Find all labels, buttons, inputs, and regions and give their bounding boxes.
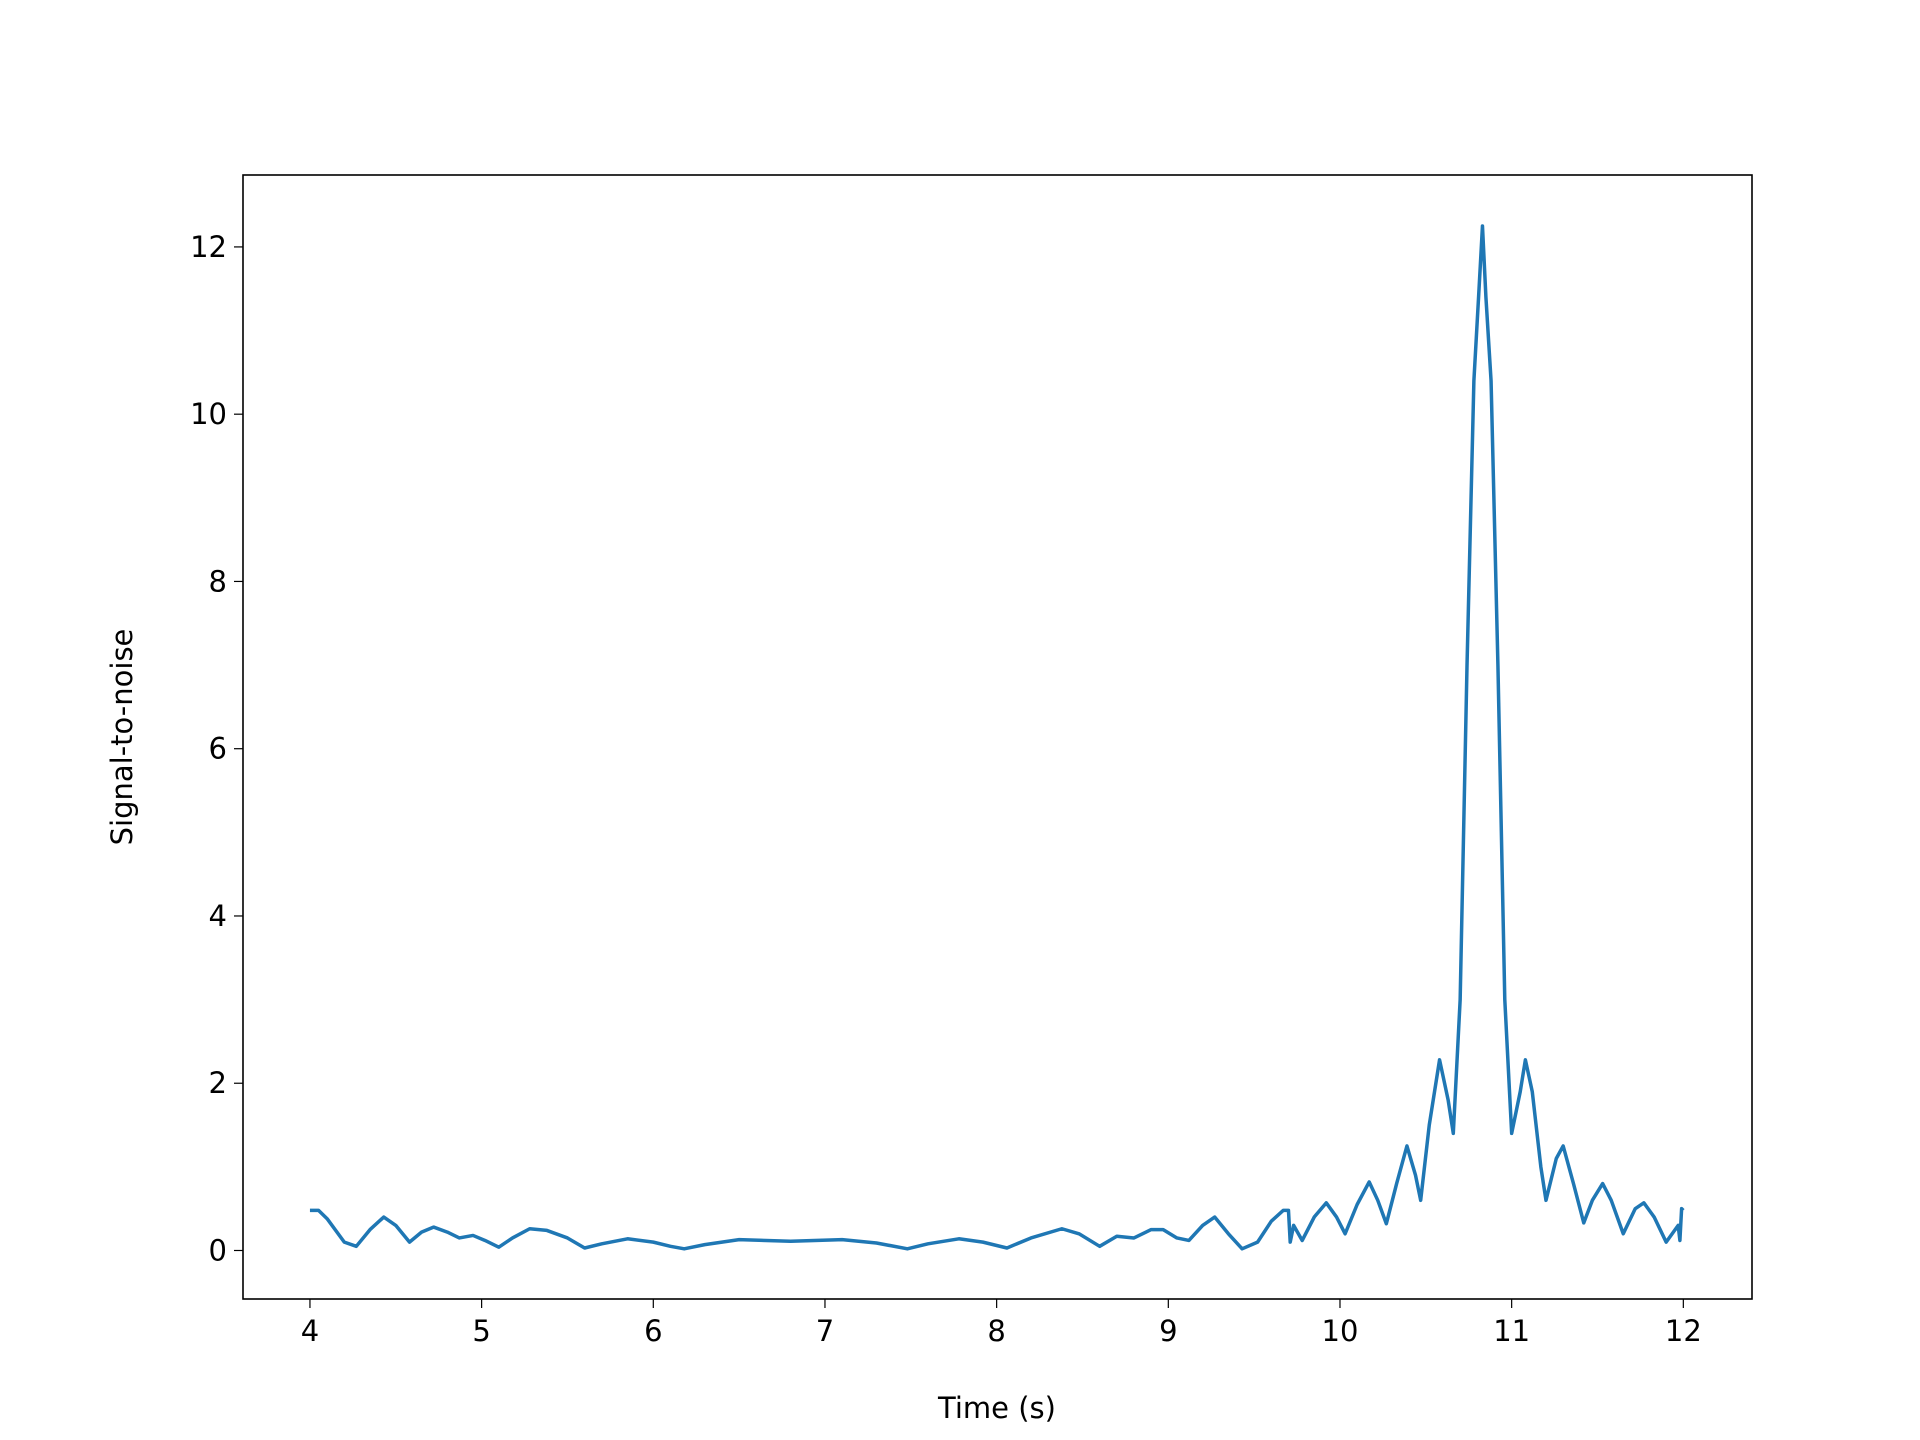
x-tick-label: 8 bbox=[987, 1314, 1005, 1348]
x-tick-label: 11 bbox=[1493, 1314, 1530, 1348]
y-tick-label: 2 bbox=[209, 1066, 227, 1100]
y-tick-label: 8 bbox=[209, 564, 227, 598]
x-tick-label: 6 bbox=[644, 1314, 662, 1348]
x-tick-label: 12 bbox=[1665, 1314, 1702, 1348]
x-tick-label: 5 bbox=[472, 1314, 490, 1348]
series-line bbox=[309, 224, 1685, 1251]
x-tick-label: 4 bbox=[301, 1314, 319, 1348]
plot-frame bbox=[242, 174, 1753, 1300]
x-tick-label: 9 bbox=[1159, 1314, 1177, 1348]
y-tick-label: 0 bbox=[209, 1233, 227, 1267]
y-axis-label: Signal-to-noise bbox=[105, 629, 139, 846]
y-tick-label: 12 bbox=[190, 230, 227, 264]
x-tick-label: 10 bbox=[1322, 1314, 1359, 1348]
y-tick-label: 10 bbox=[190, 397, 227, 431]
x-tick-label: 7 bbox=[816, 1314, 834, 1348]
x-axis-label: Time (s) bbox=[937, 1391, 1056, 1425]
y-tick-label: 6 bbox=[209, 732, 227, 766]
y-tick-label: 4 bbox=[209, 899, 227, 933]
